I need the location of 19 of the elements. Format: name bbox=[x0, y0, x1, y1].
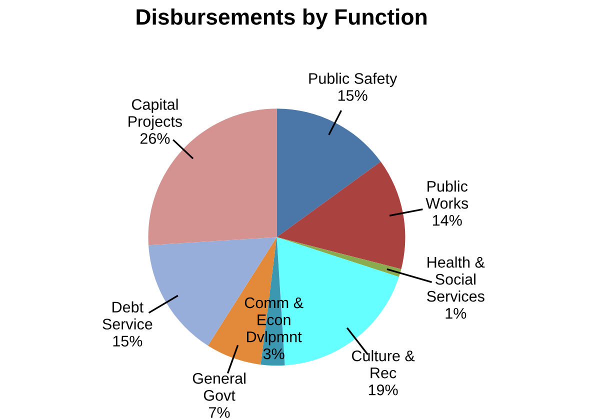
chart-title: Disbursements by Function bbox=[136, 8, 426, 30]
pie-slice bbox=[276, 108, 381, 238]
data-label: 14% bbox=[433, 215, 462, 226]
slice-label: General Govt bbox=[192, 372, 246, 401]
pie-slice bbox=[276, 162, 406, 270]
slice-label: Public Safety bbox=[309, 72, 398, 87]
pie-slice bbox=[276, 237, 402, 277]
data-label: 15% bbox=[113, 336, 142, 347]
data-label: 19% bbox=[368, 384, 398, 396]
slice-label: Public Works bbox=[426, 180, 468, 209]
slice-label: Debt Service bbox=[102, 301, 152, 330]
data-label: 1% bbox=[446, 308, 466, 319]
slice-label: Culture & Rec bbox=[352, 350, 415, 378]
data-label: 3% bbox=[263, 348, 284, 360]
data-label: 15% bbox=[338, 90, 368, 101]
slice-label: Capital Projects bbox=[128, 98, 182, 130]
data-label: 7% bbox=[209, 407, 230, 418]
slice-label: Health & Social Services bbox=[427, 256, 485, 302]
data-label: 26% bbox=[140, 133, 170, 144]
